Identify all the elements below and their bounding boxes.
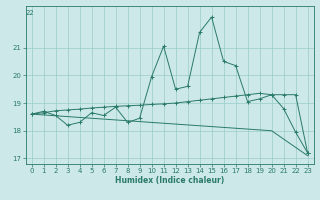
X-axis label: Humidex (Indice chaleur): Humidex (Indice chaleur) bbox=[115, 176, 224, 185]
Text: 22: 22 bbox=[26, 10, 34, 16]
